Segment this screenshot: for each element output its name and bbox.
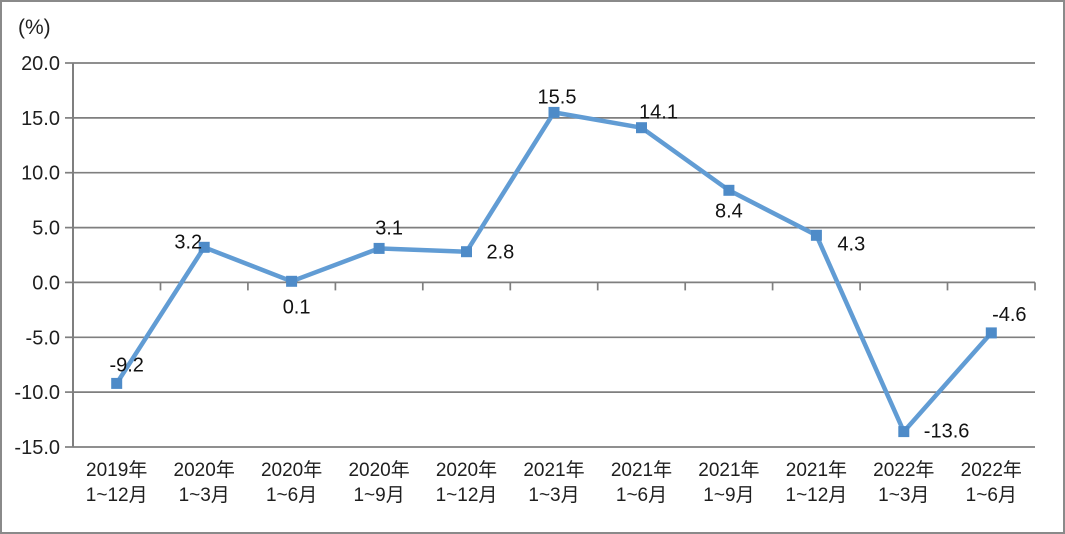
y-axis-tick-label: -10.0	[14, 382, 60, 404]
data-point-label: 14.1	[639, 102, 678, 124]
data-point-label: 3.2	[174, 231, 202, 253]
x-axis-category-label: 2021年 1~12月	[786, 459, 848, 506]
data-point-marker	[723, 184, 735, 196]
data-point-label: 3.1	[375, 217, 403, 239]
x-axis-category-label: 2021年 1~3月	[523, 459, 584, 506]
y-axis-tick-label: 0.0	[32, 272, 60, 294]
data-point-marker	[548, 106, 560, 118]
y-axis-tick-label: -5.0	[26, 327, 60, 349]
data-point-marker	[373, 242, 385, 254]
y-axis-tick-label: 20.0	[21, 53, 60, 75]
x-axis-category-label: 2021年 1~9月	[698, 459, 759, 506]
data-point-label: -9.2	[109, 354, 143, 376]
x-axis-category-label: 2020年 1~6月	[261, 459, 322, 506]
y-axis-tick-label: 10.0	[21, 163, 60, 185]
data-point-marker	[636, 122, 647, 134]
x-axis-category-label: 2019年 1~12月	[86, 459, 148, 506]
data-point-marker	[198, 241, 210, 253]
data-point-marker	[461, 246, 472, 258]
x-axis-category-label: 2022年 1~6月	[961, 459, 1022, 506]
y-axis-tick-label: 15.0	[21, 108, 60, 130]
data-line	[114, 110, 994, 434]
data-point-marker	[810, 229, 822, 241]
data-point-label: 2.8	[487, 242, 515, 264]
x-axis-category-label: 2022年 1~3月	[873, 459, 934, 506]
y-axis-tick-label: 5.0	[32, 218, 60, 240]
data-point-label: 15.5	[538, 86, 577, 108]
data-point-marker	[985, 327, 997, 339]
y-axis-tick-label: -15.0	[14, 437, 60, 459]
x-axis-category-label: 2020年 1~9月	[348, 459, 409, 506]
data-point-marker	[111, 377, 123, 389]
data-point-marker	[286, 275, 298, 287]
x-axis-category-label: 2021年 1~6月	[611, 459, 672, 506]
data-point-label: -4.6	[992, 304, 1026, 326]
x-axis-category-label: 2020年 1~12月	[436, 459, 498, 506]
data-point-label: 0.1	[283, 296, 311, 318]
data-point-label: 8.4	[715, 200, 743, 222]
data-point-label: -13.6	[924, 421, 970, 443]
data-point-marker	[898, 426, 910, 438]
y-axis-unit-label: (%)	[18, 16, 51, 39]
data-point-label: 4.3	[837, 233, 865, 255]
x-axis-category-label: 2020年 1~3月	[174, 459, 235, 506]
